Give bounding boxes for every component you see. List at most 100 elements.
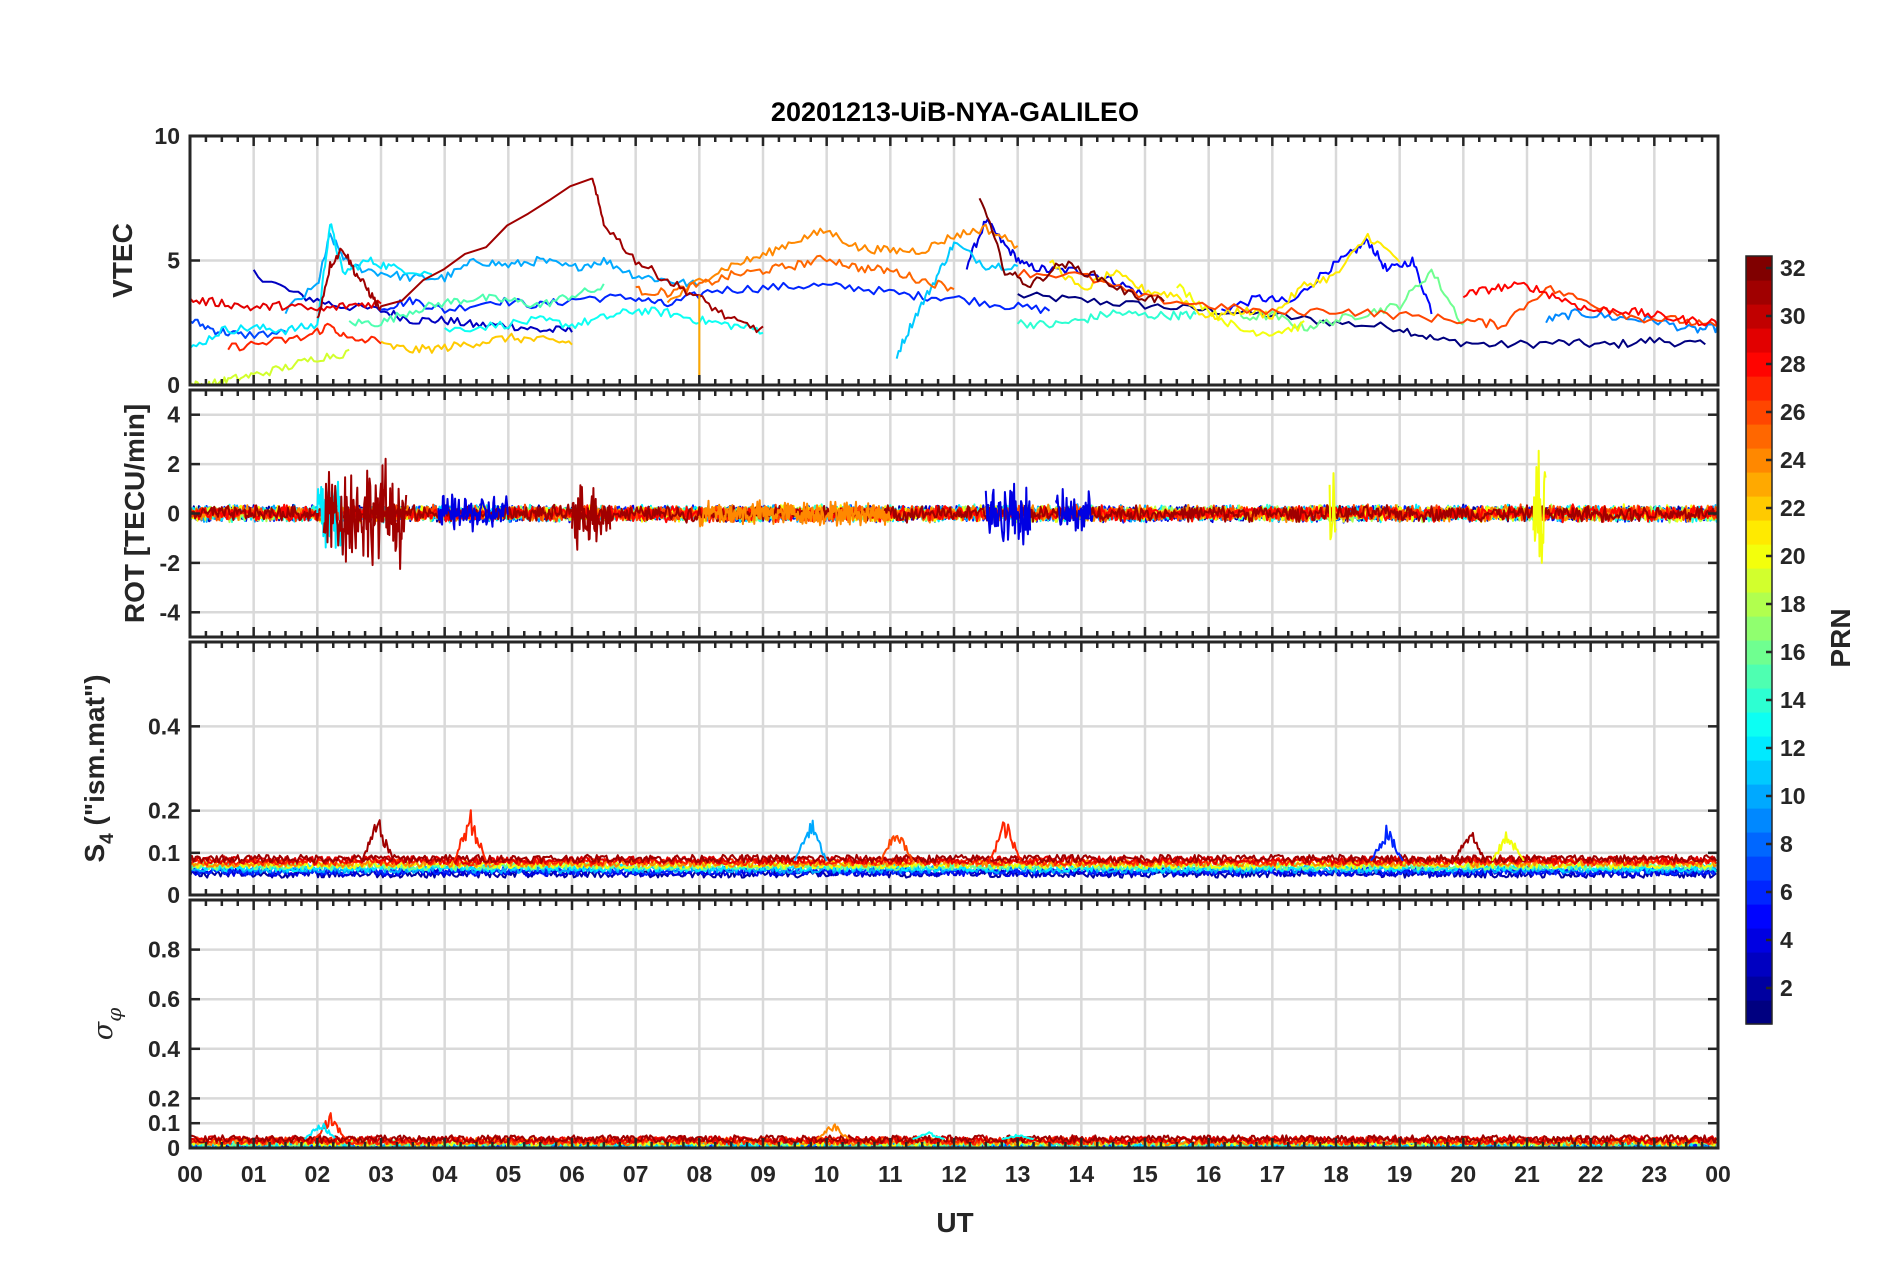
- vtec-series-prn-5: [1221, 237, 1433, 315]
- s4-peak-prn-20: [1491, 831, 1525, 862]
- x-tick-label: 08: [687, 1161, 713, 1187]
- colorbar-bin: [1746, 472, 1772, 497]
- colorbar-tick-label: 12: [1780, 735, 1806, 761]
- rot-burst-prn-4: [1054, 488, 1094, 532]
- colorbar-bin: [1746, 568, 1772, 593]
- rot-burst-prn-31: [322, 457, 408, 570]
- rot-y-tick-label: -2: [160, 550, 180, 576]
- vtec-series-prn-21: [1048, 232, 1401, 320]
- rot-y-tick-label: 2: [167, 451, 180, 477]
- vtec-series-prn-28: [1462, 281, 1718, 327]
- x-tick-label: 09: [750, 1161, 776, 1187]
- colorbar-bin: [1746, 280, 1772, 305]
- vtec-grid: [190, 134, 1718, 387]
- colorbar-tick-label: 10: [1780, 783, 1806, 809]
- colorbar-title: PRN: [1825, 608, 1856, 667]
- vtec-series-prn-7: [190, 318, 286, 339]
- colorbar-bin: [1746, 520, 1772, 545]
- s4-peak-prn-27: [988, 821, 1022, 862]
- rot-burst-prn-24: [698, 499, 891, 528]
- x-tick-label: 20: [1451, 1161, 1477, 1187]
- vtec-series-prn-15: [348, 283, 605, 328]
- s4-peak-prn-31: [360, 819, 394, 862]
- x-tick-label: 04: [432, 1161, 458, 1187]
- x-tick-label: 16: [1196, 1161, 1222, 1187]
- colorbar-tick-label: 18: [1780, 591, 1806, 617]
- chart-title: 20201213-UiB-NYA-GALILEO: [771, 97, 1139, 127]
- panel-vtec: 0 5 10 VTEC: [107, 123, 1720, 398]
- vtec-series-prn-25: [635, 254, 955, 298]
- vtec-y-tick-label: 10: [154, 123, 180, 149]
- rot-burst-prn-4: [984, 482, 1032, 546]
- vtec-series-prn-13: [444, 306, 764, 335]
- vtec-series-prn-12: [190, 223, 433, 349]
- x-tick-label: 17: [1260, 1161, 1286, 1187]
- colorbar-bin: [1746, 760, 1772, 785]
- vtec-series-prn-22: [380, 332, 573, 354]
- x-tick-label: 22: [1578, 1161, 1604, 1187]
- colorbar-tick-label: 22: [1780, 495, 1806, 521]
- x-tick-label: 01: [241, 1161, 267, 1187]
- rot-y-tick-label: -4: [160, 599, 181, 625]
- sigma-y-tick-label: 0: [167, 1135, 180, 1161]
- rot-series: [190, 449, 1718, 570]
- x-tick-label: 05: [496, 1161, 522, 1187]
- colorbar-tick-label: 6: [1780, 879, 1793, 905]
- vtec-series-prn-24: [666, 223, 1019, 304]
- x-tick-label: 07: [623, 1161, 649, 1187]
- sigma-y-tick-label: 0.8: [148, 937, 180, 963]
- vtec-series-prn-14: [1016, 309, 1197, 330]
- x-tick-label: 00: [1705, 1161, 1731, 1187]
- x-tick-label: 10: [814, 1161, 840, 1187]
- x-tick-label: 14: [1069, 1161, 1095, 1187]
- sigma-peak-prn-13: [912, 1131, 945, 1141]
- s4-peak-prn-10: [793, 819, 828, 862]
- s4-y-tick-label: 0.2: [148, 798, 180, 824]
- colorbar-bin: [1746, 376, 1772, 401]
- sigma-y-tick-label: 0.1: [148, 1110, 180, 1136]
- colorbar-bin: [1746, 952, 1772, 977]
- vtec-series-prn-32: [978, 197, 1165, 304]
- s4-peak-prn-26: [879, 834, 914, 862]
- colorbar-bin: [1746, 1000, 1772, 1025]
- x-axis-title: UT: [936, 1207, 973, 1238]
- colorbar-tick-label: 32: [1780, 255, 1806, 281]
- s4-series-prn-31: [190, 853, 1717, 864]
- x-tick-label: 02: [305, 1161, 331, 1187]
- rot-y-tick-label: 4: [167, 402, 180, 428]
- sigma-y-tick-label: 0.6: [148, 986, 180, 1012]
- colorbar-bin: [1746, 664, 1772, 689]
- x-tick-label: 15: [1132, 1161, 1158, 1187]
- rot-y-tick-label: 0: [167, 501, 180, 527]
- sigma-y-tick-label: 0.2: [148, 1085, 180, 1111]
- rot-burst-prn-20: [1328, 472, 1337, 541]
- colorbar-tick-label: 20: [1780, 543, 1806, 569]
- x-tick-label: 06: [559, 1161, 585, 1187]
- s4-series-prn-6: [190, 866, 1718, 876]
- vtec-series-prn-19: [190, 348, 350, 385]
- x-tick-label: 11: [878, 1161, 903, 1187]
- colorbar-tick-label: 28: [1780, 351, 1806, 377]
- vtec-series-prn-3: [252, 269, 573, 333]
- vtec-series: [190, 177, 1718, 385]
- sigma-phi-y-axis-label: σφ: [88, 1008, 126, 1040]
- s4-y-tick-label: 0.1: [148, 840, 180, 866]
- s4-y-tick-label: 0: [167, 882, 180, 908]
- s4-peak-prn-31: [1453, 831, 1487, 862]
- vtec-series-prn-27: [227, 322, 382, 352]
- s4-y-axis-label: S4 ("ism.mat"): [79, 674, 118, 862]
- colorbar-bin: [1746, 712, 1772, 737]
- rot-y-axis-label: ROT [TECU/min]: [119, 404, 150, 623]
- vtec-y-tick-label: 5: [167, 248, 180, 274]
- colorbar-tick-label: 30: [1780, 303, 1806, 329]
- x-tick-label: 21: [1514, 1161, 1540, 1187]
- x-tick-label: 03: [368, 1161, 394, 1187]
- x-tick-label: 23: [1642, 1161, 1668, 1187]
- sigma-peak-prn-12: [303, 1122, 336, 1140]
- s4-peak-prn-6: [1370, 824, 1404, 862]
- vtec-series-prn-29: [190, 296, 382, 312]
- x-tick-label: 13: [1005, 1161, 1031, 1187]
- vtec-series-prn-31: [316, 177, 764, 334]
